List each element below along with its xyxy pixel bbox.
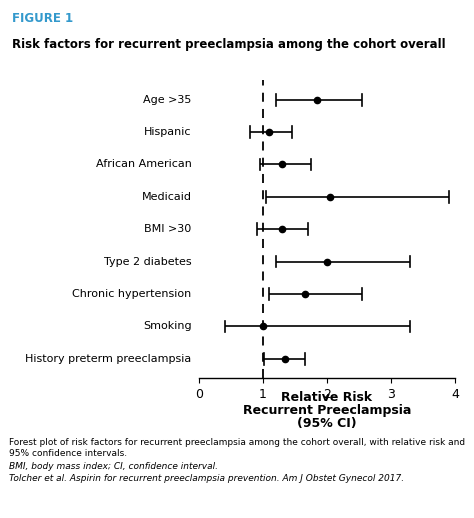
Text: FIGURE 1: FIGURE 1	[12, 12, 73, 25]
Text: Tolcher et al. Aspirin for recurrent preeclampsia prevention. Am J Obstet Gyneco: Tolcher et al. Aspirin for recurrent pre…	[9, 474, 405, 483]
Text: Medicaid: Medicaid	[141, 192, 191, 202]
Text: Hispanic: Hispanic	[144, 127, 191, 137]
Text: Smoking: Smoking	[143, 321, 191, 332]
Text: (95% CI): (95% CI)	[297, 417, 357, 430]
Text: History preterm preeclampsia: History preterm preeclampsia	[25, 354, 191, 364]
Text: 95% confidence intervals.: 95% confidence intervals.	[9, 449, 128, 458]
Text: Relative Risk: Relative Risk	[282, 391, 373, 404]
Text: Risk factors for recurrent preeclampsia among the cohort overall: Risk factors for recurrent preeclampsia …	[12, 38, 446, 51]
Text: African American: African American	[96, 160, 191, 169]
Text: BMI >30: BMI >30	[144, 224, 191, 234]
Text: Forest plot of risk factors for recurrent preeclampsia among the cohort overall,: Forest plot of risk factors for recurren…	[9, 438, 465, 447]
Text: Recurrent Preeclampsia: Recurrent Preeclampsia	[243, 404, 411, 417]
Text: Age >35: Age >35	[143, 95, 191, 105]
Text: Chronic hypertension: Chronic hypertension	[72, 289, 191, 299]
Text: BMI, body mass index; CI, confidence interval.: BMI, body mass index; CI, confidence int…	[9, 462, 219, 471]
Text: Type 2 diabetes: Type 2 diabetes	[104, 256, 191, 267]
